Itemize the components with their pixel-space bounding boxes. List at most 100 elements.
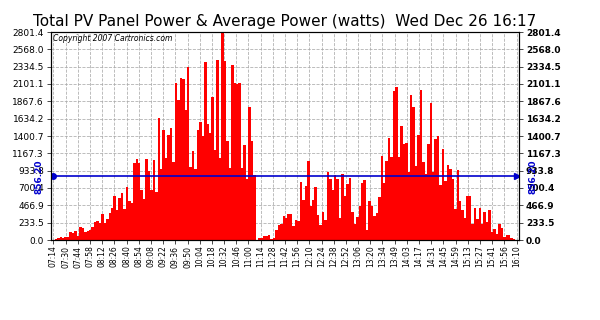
Bar [359, 206, 361, 240]
Bar [128, 201, 131, 240]
Bar [486, 222, 488, 240]
Bar [310, 206, 312, 240]
Bar [163, 130, 165, 240]
Bar [469, 196, 471, 240]
Bar [405, 143, 407, 240]
Bar [461, 210, 464, 240]
Bar [238, 83, 241, 240]
Bar [305, 186, 307, 240]
Bar [241, 168, 244, 240]
Bar [86, 231, 89, 240]
Bar [479, 208, 481, 240]
Bar [221, 32, 224, 240]
Bar [407, 172, 410, 240]
Text: Copyright 2007 Cartronics.com: Copyright 2007 Cartronics.com [53, 34, 173, 43]
Bar [121, 193, 123, 240]
Bar [449, 169, 452, 240]
Bar [246, 179, 248, 240]
Bar [388, 138, 391, 240]
Bar [466, 196, 469, 240]
Bar [339, 218, 341, 240]
Bar [500, 228, 503, 240]
Bar [473, 208, 476, 240]
Bar [260, 238, 263, 240]
Bar [361, 183, 364, 240]
Bar [268, 235, 270, 240]
Bar [454, 210, 457, 240]
Bar [292, 226, 295, 240]
Bar [280, 224, 283, 240]
Bar [324, 220, 326, 240]
Bar [439, 185, 442, 240]
Bar [488, 210, 491, 240]
Bar [290, 214, 292, 240]
Bar [368, 201, 371, 240]
Bar [263, 236, 265, 240]
Bar [258, 238, 260, 240]
Bar [444, 180, 447, 240]
Bar [145, 159, 148, 240]
Bar [91, 227, 94, 240]
Bar [285, 218, 287, 240]
Bar [496, 234, 498, 240]
Bar [508, 235, 511, 240]
Bar [322, 212, 324, 240]
Bar [302, 200, 305, 240]
Bar [116, 210, 118, 240]
Bar [312, 200, 314, 240]
Bar [344, 196, 346, 240]
Bar [356, 217, 359, 240]
Bar [471, 224, 473, 240]
Bar [395, 87, 398, 240]
Bar [84, 232, 86, 240]
Bar [346, 184, 349, 240]
Bar [182, 79, 185, 240]
Bar [422, 162, 425, 240]
Bar [434, 139, 437, 240]
Bar [229, 168, 231, 240]
Bar [385, 161, 388, 240]
Bar [67, 237, 70, 240]
Bar [57, 238, 59, 240]
Bar [332, 190, 334, 240]
Bar [209, 133, 211, 240]
Bar [150, 190, 152, 240]
Bar [133, 163, 136, 240]
Bar [329, 179, 332, 240]
Bar [493, 229, 496, 240]
Bar [224, 61, 226, 240]
Bar [412, 107, 415, 240]
Bar [491, 232, 493, 240]
Bar [307, 161, 310, 240]
Bar [82, 228, 84, 240]
Bar [295, 220, 297, 240]
Bar [415, 166, 418, 240]
Bar [248, 108, 251, 240]
Bar [74, 231, 77, 240]
Bar [177, 100, 179, 240]
Bar [211, 97, 214, 240]
Bar [391, 157, 393, 240]
Bar [300, 182, 302, 240]
Bar [273, 238, 275, 240]
Bar [199, 122, 202, 240]
Bar [152, 160, 155, 240]
Bar [265, 236, 268, 240]
Bar [283, 216, 285, 240]
Bar [148, 171, 150, 240]
Bar [484, 212, 486, 240]
Bar [319, 225, 322, 240]
Bar [393, 91, 395, 240]
Bar [79, 227, 82, 240]
Bar [89, 230, 91, 240]
Bar [97, 221, 99, 240]
Bar [351, 212, 353, 240]
Bar [55, 239, 57, 240]
Bar [403, 144, 405, 240]
Bar [175, 84, 177, 240]
Bar [111, 208, 113, 240]
Bar [204, 62, 206, 240]
Bar [317, 215, 319, 240]
Bar [219, 158, 221, 240]
Bar [217, 60, 219, 240]
